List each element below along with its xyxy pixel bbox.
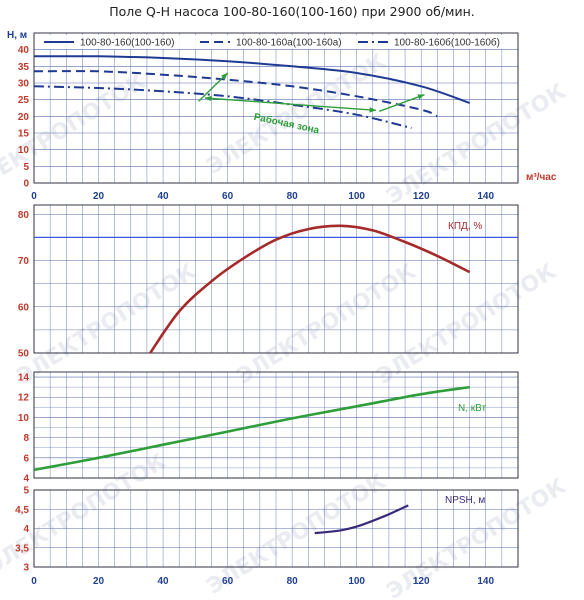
qh-curve-3 [33, 85, 412, 129]
y-tick-label: 30 [18, 79, 30, 90]
zone-arrowhead [221, 73, 228, 80]
y-tick-label: 12 [18, 393, 30, 404]
npsh-label: NPSH, м [445, 495, 485, 506]
y-tick-label: 4,5 [15, 505, 29, 516]
x-tick-label: 60 [222, 191, 234, 202]
y-tick-label: 4 [23, 524, 29, 535]
npsh-grid [33, 489, 519, 568]
y-tick-label: 10 [18, 413, 30, 424]
x-tick-label: 0 [31, 576, 37, 587]
zone-arrowhead [205, 95, 212, 102]
y-tick-label: 8 [23, 433, 29, 444]
y-tick-label: 6 [23, 453, 29, 464]
power-label: N, кВт [458, 403, 486, 414]
x-tick-label: 120 [413, 191, 430, 202]
x-tick-label: 100 [348, 576, 365, 587]
power-frame [33, 371, 519, 479]
watermark: ЭЛЕКТРОПОТОК ЭЛЕКТРОПОТОКЭЛЕКТРОПОТОКЭЛЕК… [0, 49, 571, 600]
y-tick-label: 50 [18, 349, 30, 360]
x-tick-label: 80 [287, 576, 299, 587]
y-tick-label: 60 [18, 302, 30, 313]
power-grid [33, 371, 519, 479]
y-tick-label: 35 [18, 62, 30, 73]
qh-curve-1 [33, 55, 470, 104]
zone-right-edge [379, 94, 425, 112]
watermark-text: ЭЛЕКТРОПОТОК [13, 259, 201, 389]
qh-legend: 100-80-160(100-160) 100-80-160а(100-160а)… [36, 35, 516, 49]
qh-grid [33, 32, 519, 184]
y-tick-label: 5 [23, 162, 29, 173]
efficiency-grid [33, 204, 519, 354]
y-tick-label: 25 [18, 95, 30, 106]
y-tick-label: 14 [18, 373, 30, 384]
efficiency-curve [149, 224, 471, 354]
x-tick-label: 60 [222, 576, 234, 587]
watermark-text: ЭЛЕКТРОПОТОК [203, 49, 391, 179]
power-y-ticks: 4 6 8 10 12 14 [18, 373, 30, 485]
legend-entry: 100-80-160(100-160) [80, 38, 175, 49]
qh-x-ticks: 0 20 40 60 80 100 120 140 [31, 191, 494, 202]
efficiency-label: КПД, % [448, 221, 482, 232]
npsh-frame [33, 489, 519, 568]
x-axis-label: м³/час [526, 172, 557, 183]
y-tick-label: 15 [18, 129, 30, 140]
x-tick-label: 40 [158, 191, 170, 202]
qh-series [33, 55, 470, 129]
page-title: Поле Q-H насоса 100-80-160(100-160) при … [109, 4, 475, 19]
efficiency-y-ticks: 50 60 70 80 [18, 210, 30, 360]
power-curve [33, 385, 470, 472]
legend-background [36, 35, 516, 49]
x-tick-label: 20 [93, 191, 105, 202]
y-tick-label: 4 [23, 474, 29, 485]
x-tick-label: 140 [477, 576, 494, 587]
zone-arrowhead [369, 107, 377, 113]
qh-y-ticks: 0 5 10 15 20 25 30 35 40 [18, 45, 30, 189]
npsh-y-ticks: 3 3,5 4 4,5 5 [15, 486, 29, 574]
x-tick-label: 40 [158, 576, 170, 587]
y-tick-label: 3 [23, 563, 29, 574]
y-tick-label: 10 [18, 145, 30, 156]
y-tick-label: 3,5 [15, 543, 29, 554]
qh-curve-2 [33, 70, 438, 118]
x-tick-label: 80 [287, 191, 299, 202]
x-tick-label: 100 [348, 191, 365, 202]
x-tick-label: 140 [477, 191, 494, 202]
x-tick-label: 0 [31, 191, 37, 202]
y-tick-label: 40 [18, 45, 30, 56]
zone-arrowhead [417, 94, 425, 100]
zone-left-edge [198, 72, 229, 102]
legend-entry: 100-80-160а(100-160а) [236, 38, 342, 49]
y-tick-label: 20 [18, 112, 30, 123]
npsh-curve [314, 504, 409, 535]
legend-entry: 100-80-160б(100-160б) [394, 37, 500, 49]
y-axis-label: H, м [7, 30, 27, 41]
y-tick-label: 80 [18, 210, 30, 221]
y-tick-label: 70 [18, 256, 30, 267]
npsh-x-ticks: 0 20 40 60 80 100 120 140 [31, 576, 494, 587]
x-tick-label: 20 [93, 576, 105, 587]
qh-frame [33, 32, 519, 184]
y-tick-label: 5 [23, 486, 29, 497]
x-tick-label: 120 [413, 576, 430, 587]
y-tick-label: 0 [23, 179, 29, 190]
zone-arrow [204, 97, 377, 112]
efficiency-frame [33, 204, 519, 354]
